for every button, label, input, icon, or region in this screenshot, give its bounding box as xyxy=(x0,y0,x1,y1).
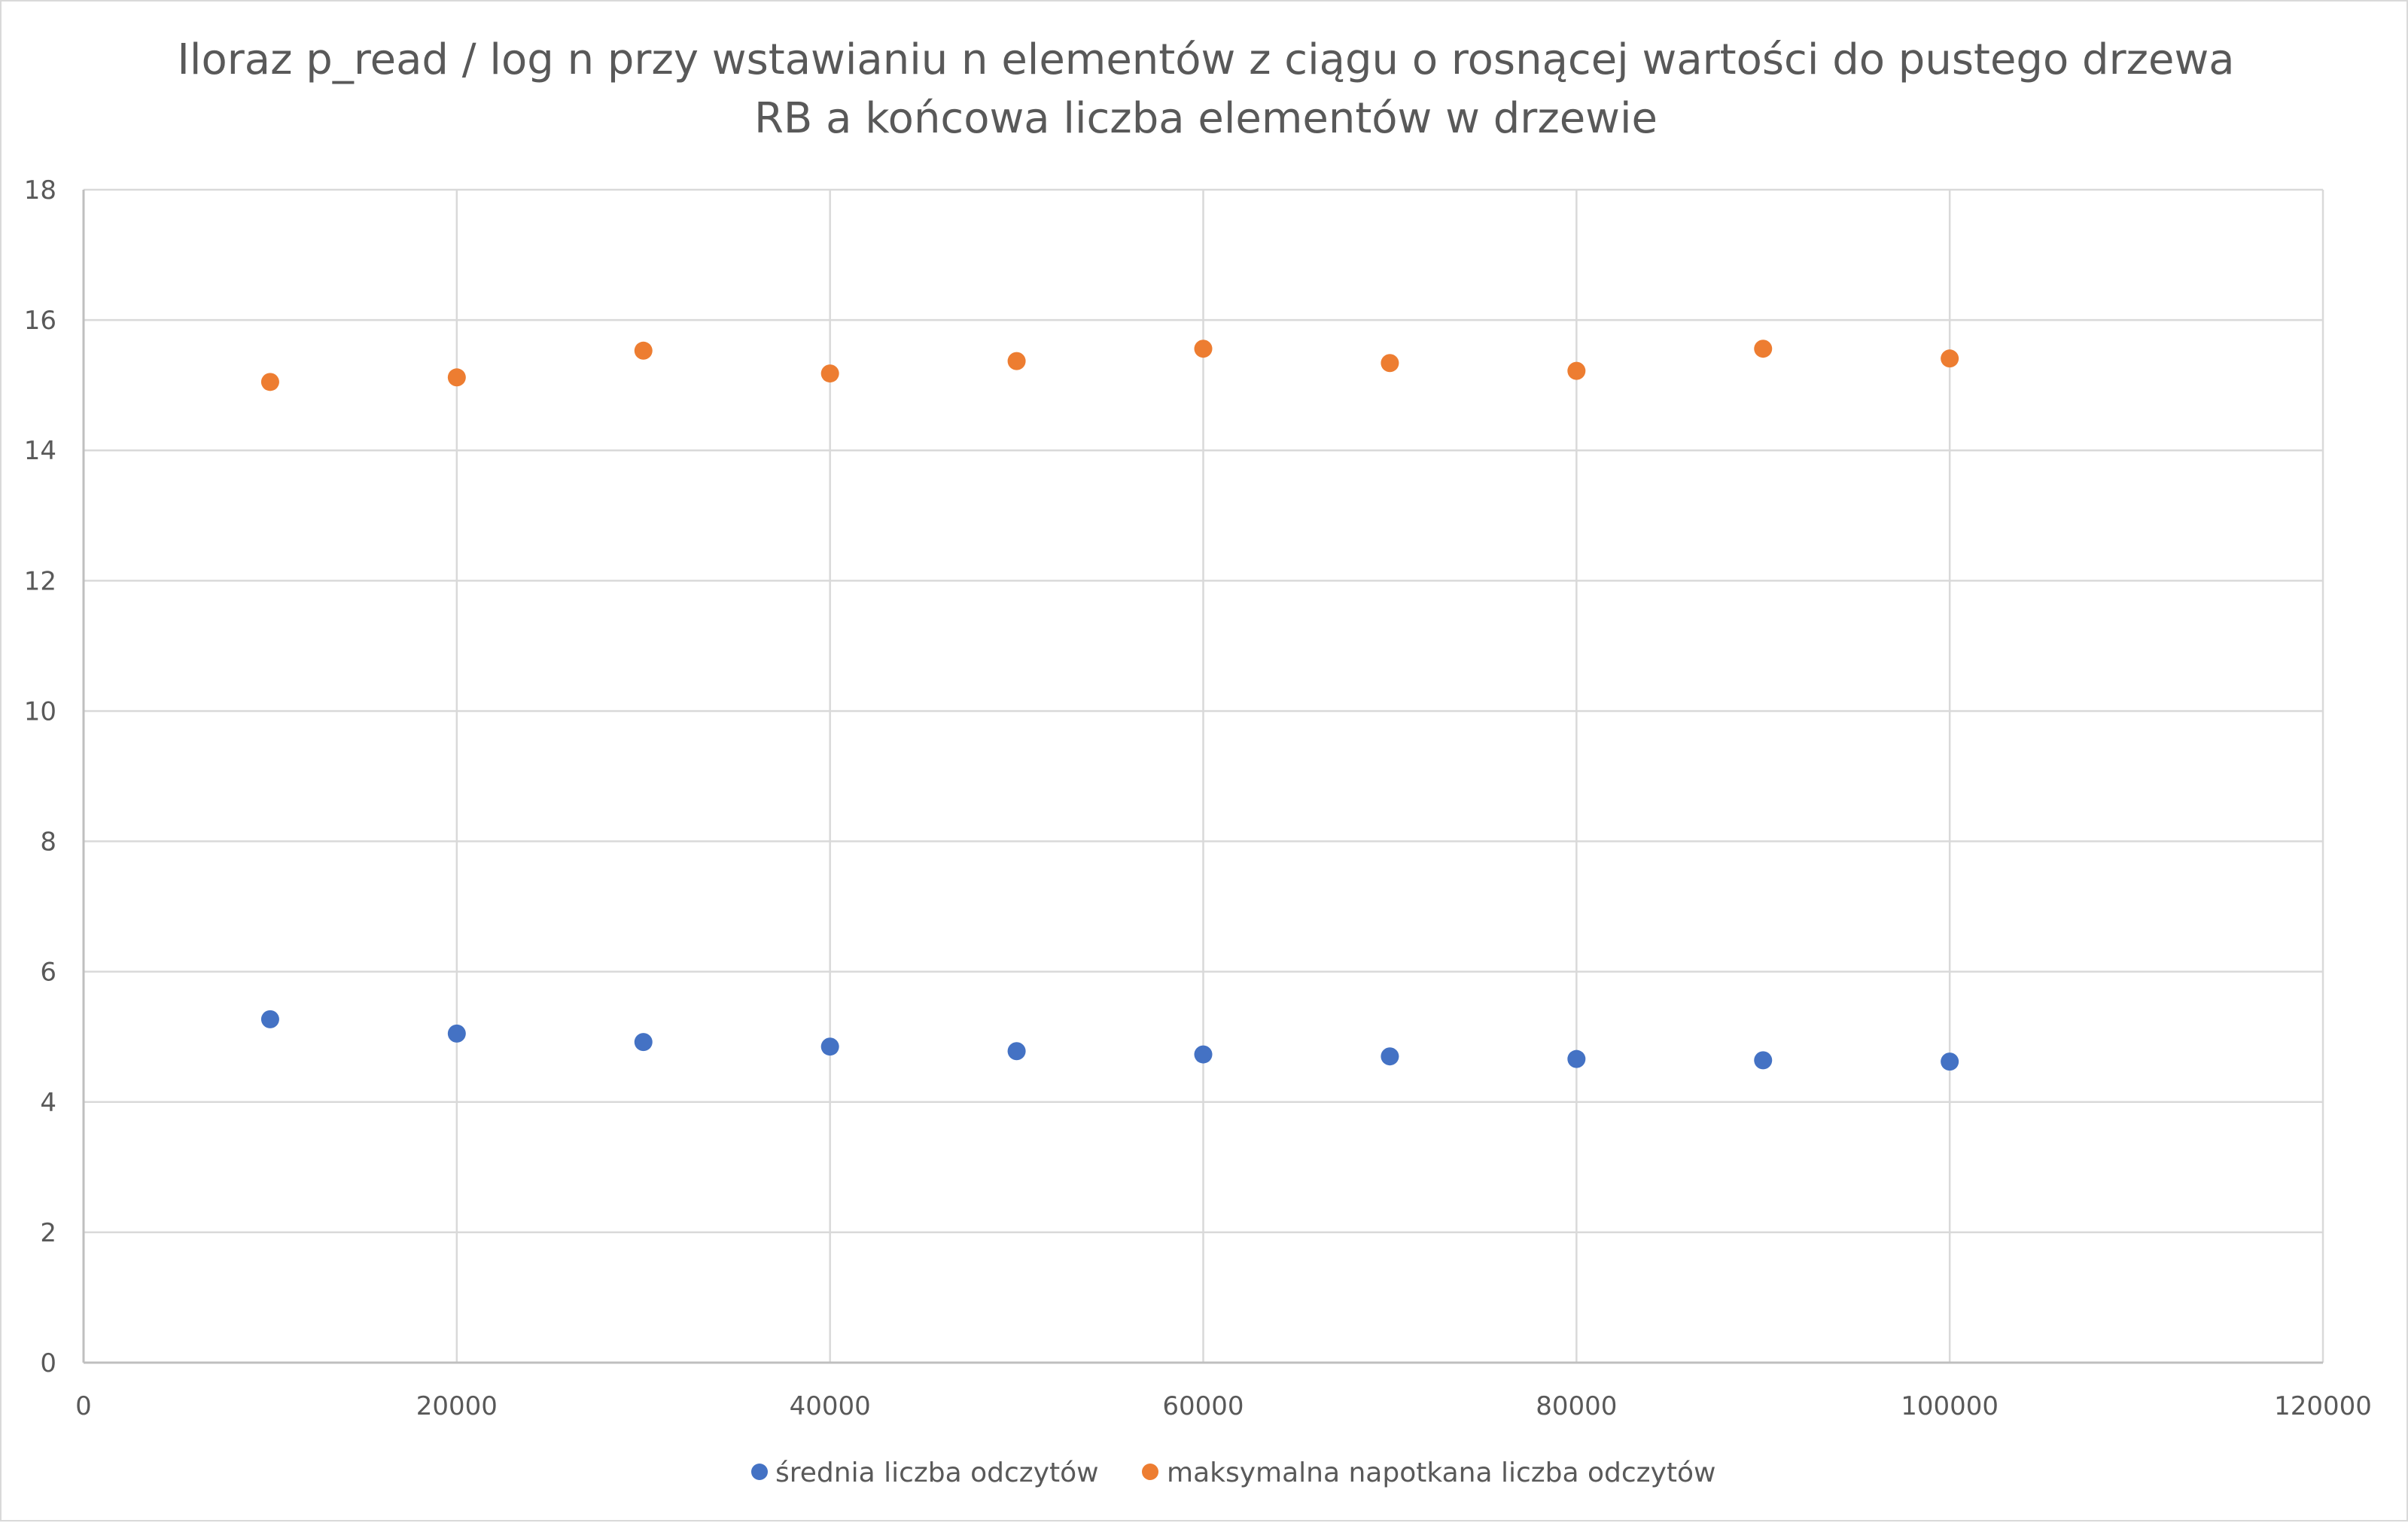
y-tick-label: 10 xyxy=(24,696,56,726)
y-tick-label: 6 xyxy=(40,958,56,988)
legend-label-average: średnia liczba odczytów xyxy=(775,1458,1099,1488)
data-point-series-0-7 xyxy=(1567,1049,1586,1068)
x-tick-label: 80000 xyxy=(1536,1391,1617,1421)
y-tick-label: 8 xyxy=(40,827,56,857)
data-point-series-0-8 xyxy=(1754,1051,1773,1070)
x-tick-label: 20000 xyxy=(416,1391,498,1421)
chart-title-line-1: Iloraz p_read / log n przy wstawianiu n … xyxy=(177,35,2234,84)
y-tick-label: 16 xyxy=(24,306,56,336)
data-point-series-0-9 xyxy=(1941,1052,1959,1071)
data-point-series-0-1 xyxy=(447,1024,466,1043)
x-tick-label: 100000 xyxy=(1901,1391,1999,1421)
data-point-series-1-1 xyxy=(447,368,466,387)
legend-label-maximum: maksymalna napotkana liczba odczytów xyxy=(1167,1458,1715,1488)
y-axis-tick-labels: 0 2 4 6 8 10 12 14 16 18 xyxy=(24,175,56,1378)
data-point-series-0-3 xyxy=(820,1037,839,1056)
x-tick-label: 0 xyxy=(75,1391,92,1421)
legend-marker-average xyxy=(751,1464,768,1480)
x-tick-label: 60000 xyxy=(1162,1391,1244,1421)
x-tick-label: 40000 xyxy=(790,1391,871,1421)
legend: średnia liczba odczytów maksymalna napot… xyxy=(751,1458,1715,1488)
data-point-series-0-4 xyxy=(1007,1042,1026,1061)
y-tick-label: 18 xyxy=(24,175,56,206)
x-tick-label: 120000 xyxy=(2274,1391,2372,1421)
data-point-series-0-2 xyxy=(634,1033,653,1052)
grid xyxy=(84,188,2324,1363)
data-point-series-1-4 xyxy=(1007,352,1026,370)
data-point-series-0-5 xyxy=(1194,1045,1213,1064)
data-point-series-1-9 xyxy=(1941,349,1959,368)
data-point-series-1-5 xyxy=(1194,340,1213,358)
axes xyxy=(82,190,2323,1364)
data-point-series-0-0 xyxy=(260,1010,279,1028)
data-point-series-1-3 xyxy=(820,364,839,383)
legend-marker-maximum xyxy=(1142,1464,1158,1480)
y-tick-label: 0 xyxy=(40,1348,56,1378)
x-axis-tick-labels: 0 20000 40000 60000 80000 100000 120000 xyxy=(75,1391,2372,1421)
y-tick-label: 14 xyxy=(24,436,56,466)
chart-title-line-2: RB a końcowa liczba elementów w drzewie xyxy=(754,94,1658,143)
data-point-series-1-0 xyxy=(260,373,279,391)
data-point-series-1-7 xyxy=(1567,361,1586,380)
data-point-series-1-6 xyxy=(1381,354,1399,373)
y-tick-label: 4 xyxy=(40,1088,56,1118)
data-point-series-1-2 xyxy=(634,341,653,360)
data-points xyxy=(260,340,1959,1071)
y-tick-label: 2 xyxy=(40,1218,56,1248)
data-point-series-0-6 xyxy=(1381,1047,1399,1066)
data-point-series-1-8 xyxy=(1754,340,1773,358)
y-tick-label: 12 xyxy=(24,566,56,596)
chart-title: Iloraz p_read / log n przy wstawianiu n … xyxy=(177,35,2234,143)
